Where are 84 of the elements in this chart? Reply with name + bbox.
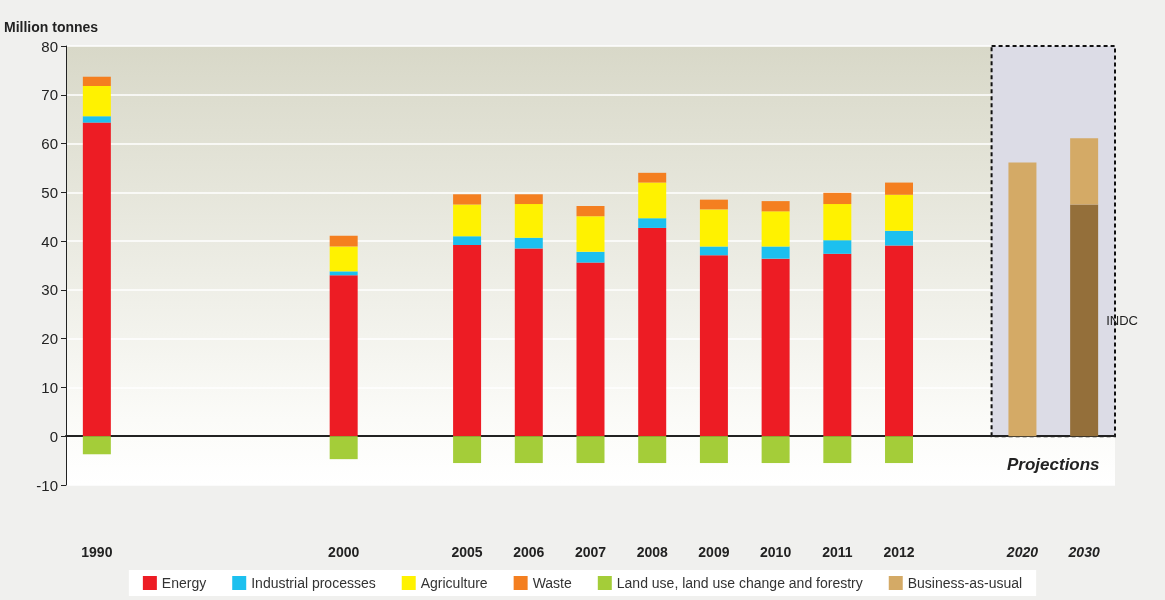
series-label: INDC — [1106, 312, 1138, 328]
bar — [329, 275, 358, 437]
bar — [823, 240, 852, 254]
y-tick-label: 30 — [41, 281, 58, 299]
y-tick-label: 10 — [41, 378, 58, 396]
bar — [576, 436, 605, 464]
bar — [329, 271, 358, 276]
bar — [885, 182, 914, 195]
legend-label: Waste — [532, 575, 573, 591]
bar — [823, 192, 852, 205]
bar — [329, 246, 358, 272]
bar — [576, 251, 605, 263]
x-tick-label: 2010 — [760, 544, 792, 560]
bar — [329, 436, 358, 460]
bar — [885, 245, 914, 437]
legend-label: Business-as-usual — [907, 575, 1023, 591]
bar — [699, 199, 728, 210]
bar — [82, 436, 111, 455]
y-tick-label: 80 — [41, 37, 58, 55]
bar — [885, 194, 914, 231]
bar — [82, 116, 111, 123]
band-label: Projections — [1007, 454, 1100, 474]
legend-label: Agriculture — [420, 575, 488, 591]
y-tick-label: 20 — [41, 330, 58, 348]
x-tick-label: 2000 — [328, 544, 360, 560]
y-tick-label: 40 — [41, 232, 58, 250]
bar — [638, 172, 667, 183]
bar — [638, 218, 667, 228]
y-tick-label: 70 — [41, 86, 58, 104]
x-tick-label: 1990 — [81, 544, 113, 560]
bar — [761, 246, 790, 259]
x-tick-label: 2011 — [822, 544, 853, 560]
bar — [82, 122, 111, 437]
x-tick-label: 2005 — [451, 544, 483, 560]
bar — [761, 436, 790, 464]
bar — [761, 211, 790, 247]
bar — [699, 255, 728, 437]
bar — [699, 209, 728, 247]
bar — [576, 216, 605, 252]
bar — [638, 182, 667, 219]
bar — [638, 227, 667, 437]
bar — [514, 204, 543, 238]
bar — [699, 246, 728, 256]
y-tick-label: 0 — [49, 427, 58, 445]
legend-label: Land use, land use change and forestry — [616, 575, 863, 591]
bar — [823, 204, 852, 241]
x-tick-label: 2012 — [883, 544, 915, 560]
bar — [453, 236, 482, 246]
bar — [453, 204, 482, 237]
x-tick-label: 2009 — [698, 544, 730, 560]
bar — [885, 436, 914, 464]
x-tick-label: 2030 — [1067, 544, 1100, 560]
x-tick-label: 2007 — [574, 544, 607, 560]
bar — [453, 436, 482, 464]
bar — [514, 248, 543, 437]
bar — [453, 194, 482, 205]
bar — [761, 258, 790, 437]
bar — [699, 436, 728, 464]
bar — [638, 436, 667, 464]
legend-label: Industrial processes — [251, 575, 376, 591]
y-tick-label: -10 — [36, 476, 58, 494]
bar — [576, 205, 605, 217]
bar — [82, 76, 111, 86]
y-tick-label: 60 — [41, 135, 58, 153]
bar — [823, 253, 852, 437]
x-tick-label: 2008 — [636, 544, 668, 560]
bar — [514, 237, 543, 249]
y-axis-title: Million tonnes — [4, 19, 99, 35]
bar — [576, 262, 605, 437]
bar — [885, 230, 914, 246]
bar — [1008, 162, 1037, 437]
x-tick-label: 2020 — [1005, 544, 1039, 560]
bar — [1070, 138, 1099, 205]
x-tick-label: 2006 — [513, 544, 545, 560]
bar — [329, 235, 358, 247]
bar — [514, 194, 543, 205]
y-tick-label: 50 — [41, 183, 58, 201]
legend-label: Energy — [161, 575, 207, 591]
bar — [761, 201, 790, 212]
bar — [514, 436, 543, 464]
bar — [82, 86, 111, 117]
bar — [453, 245, 482, 437]
bar — [823, 436, 852, 464]
bar — [1070, 204, 1099, 437]
